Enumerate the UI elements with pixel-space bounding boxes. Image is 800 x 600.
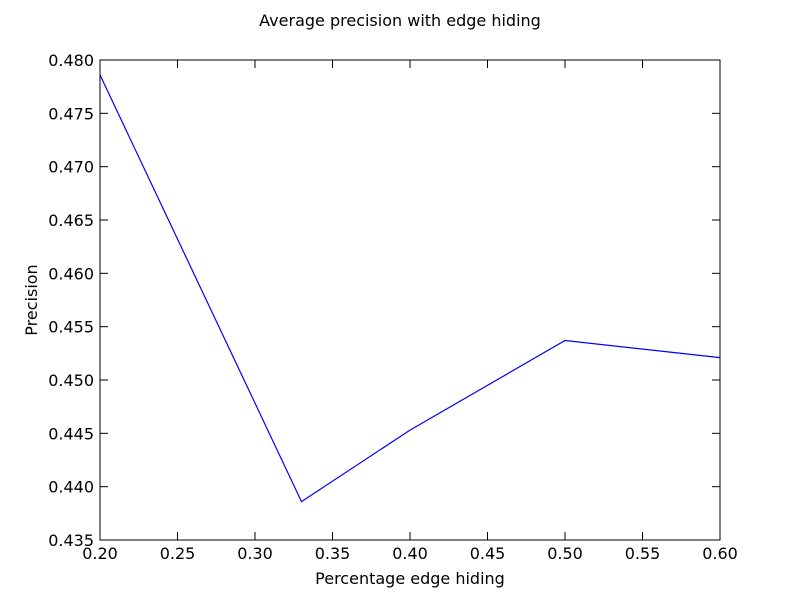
y-axis-label: Precision (22, 264, 41, 335)
y-tick-label: 0.455 (48, 318, 94, 337)
y-tick-label: 0.450 (48, 371, 94, 390)
x-tick-label: 0.50 (547, 544, 583, 563)
y-tick-label: 0.435 (48, 531, 94, 550)
chart-title: Average precision with edge hiding (259, 11, 541, 30)
x-tick-label: 0.30 (237, 544, 273, 563)
x-tick-label: 0.40 (392, 544, 428, 563)
y-axis: 0.435 0.440 0.445 0.450 0.455 0.460 0.465 0.470… (48, 51, 720, 550)
y-tick-label: 0.465 (48, 211, 94, 230)
x-tick-label: 0.20 (82, 544, 118, 563)
x-tick-label: 0.45 (470, 544, 506, 563)
x-tick-label: 0.25 (160, 544, 196, 563)
x-tick-label: 0.55 (625, 544, 661, 563)
y-tick-label: 0.440 (48, 478, 94, 497)
x-tick-label: 0.60 (702, 544, 738, 563)
y-tick-label: 0.470 (48, 158, 94, 177)
y-tick-label: 0.460 (48, 264, 94, 283)
plot-frame (99, 59, 721, 541)
series-line-0 (99, 74, 721, 503)
y-tick-label: 0.480 (48, 51, 94, 70)
x-tick-label: 0.35 (315, 544, 351, 563)
x-axis: 0.20 0.25 0.30 0.35 0.40 0.45 0.50 0.55 0.60 (82, 60, 738, 563)
y-tick-label: 0.475 (48, 104, 94, 123)
y-tick-label: 0.445 (48, 424, 94, 443)
x-axis-label: Percentage edge hiding (315, 569, 505, 588)
plot-area (99, 74, 721, 503)
